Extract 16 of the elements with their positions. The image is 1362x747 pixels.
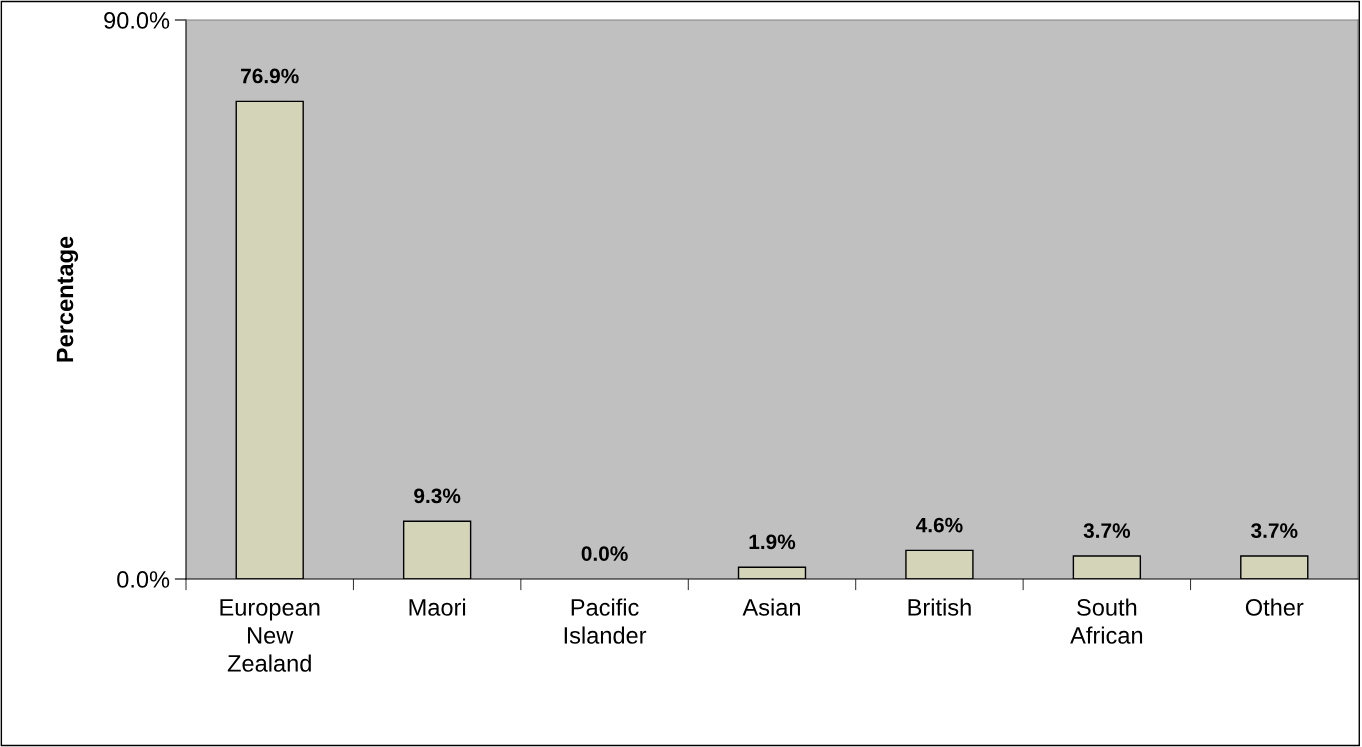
data-label: 76.9% [241, 68, 299, 84]
x-tick-label: British [908, 598, 971, 616]
x-tick-label: Maori [409, 598, 466, 616]
data-label: 1.9% [749, 534, 796, 550]
y-axis-title: Percentage [56, 236, 79, 362]
data-label: 3.7% [1251, 523, 1298, 539]
data-label: 0.0% [581, 546, 628, 561]
x-tick-label: South African [1070, 598, 1143, 644]
x-tick-label: Asian [742, 598, 800, 616]
x-tick-label: European New Zealand [220, 599, 320, 672]
x-tick-label: Other [1245, 598, 1304, 616]
x-tick-label: Pacific Islander [564, 598, 647, 644]
data-label: 9.3% [414, 488, 461, 504]
data-label: 3.7% [1083, 523, 1131, 539]
y-tick-label: 90.0% [104, 12, 170, 29]
data-label: 4.6% [916, 517, 963, 533]
